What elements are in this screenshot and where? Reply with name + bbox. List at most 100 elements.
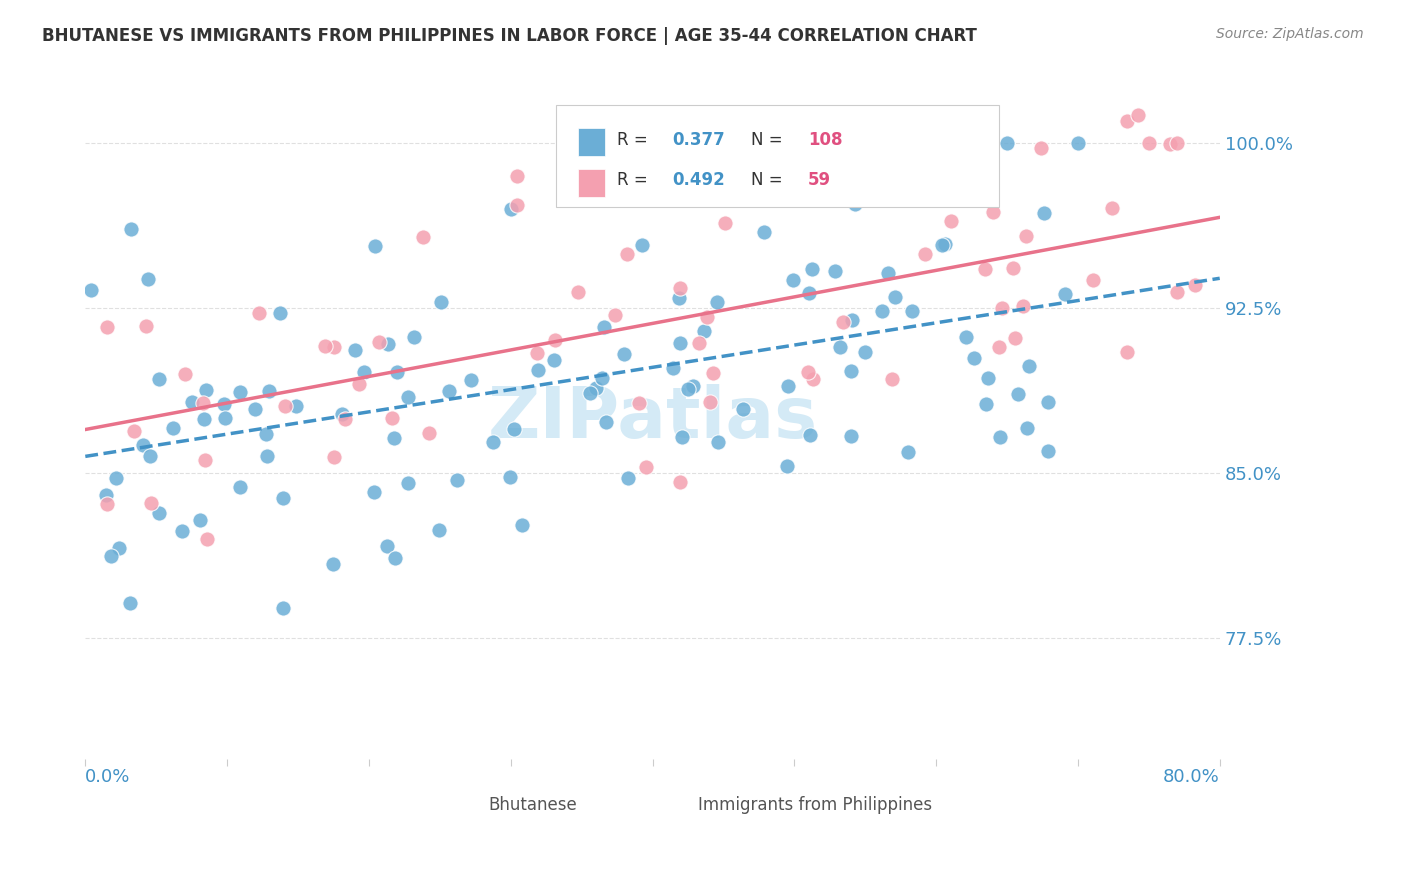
Point	[437, 384, 460, 399]
Point	[671, 430, 693, 444]
Point	[595, 415, 617, 429]
Point	[274, 399, 297, 413]
FancyBboxPatch shape	[578, 169, 605, 197]
Point	[430, 295, 453, 310]
Point	[995, 136, 1018, 151]
Point	[402, 330, 425, 344]
Point	[105, 471, 128, 485]
Point	[100, 549, 122, 564]
Point	[613, 347, 636, 361]
Point	[481, 434, 503, 449]
Point	[782, 273, 804, 287]
Point	[139, 449, 162, 463]
Point	[194, 453, 217, 467]
Point	[668, 281, 690, 295]
Point	[799, 427, 821, 442]
Point	[883, 290, 905, 304]
Point	[1137, 136, 1160, 151]
Point	[122, 424, 145, 438]
Point	[503, 422, 526, 436]
Point	[322, 557, 344, 571]
Point	[429, 523, 451, 537]
Point	[955, 330, 977, 344]
Text: R =: R =	[617, 171, 654, 189]
Point	[593, 319, 616, 334]
Point	[870, 303, 893, 318]
Point	[1029, 141, 1052, 155]
Point	[567, 285, 589, 299]
Point	[1184, 277, 1206, 292]
Point	[796, 365, 818, 379]
Point	[631, 238, 654, 252]
Point	[1018, 359, 1040, 374]
Point	[988, 340, 1011, 354]
Point	[191, 396, 214, 410]
Point	[1128, 108, 1150, 122]
Point	[174, 367, 197, 381]
Point	[914, 246, 936, 260]
Point	[377, 337, 399, 351]
Point	[900, 303, 922, 318]
Point	[962, 351, 984, 365]
Point	[662, 361, 685, 376]
Point	[832, 315, 855, 329]
Point	[706, 294, 728, 309]
Point	[824, 264, 846, 278]
Point	[243, 402, 266, 417]
Point	[613, 136, 636, 151]
Text: Source: ZipAtlas.com: Source: ZipAtlas.com	[1216, 27, 1364, 41]
Point	[375, 540, 398, 554]
Point	[1159, 137, 1181, 152]
Text: Bhutanese: Bhutanese	[488, 797, 576, 814]
Point	[974, 397, 997, 411]
Point	[591, 371, 613, 385]
Point	[1012, 299, 1035, 313]
Point	[135, 318, 157, 333]
Point	[412, 229, 434, 244]
Point	[257, 384, 280, 398]
Point	[108, 541, 131, 555]
Point	[181, 394, 204, 409]
Point	[801, 372, 824, 386]
Point	[585, 381, 607, 395]
FancyBboxPatch shape	[578, 128, 605, 156]
Point	[139, 496, 162, 510]
Point	[839, 364, 862, 378]
Point	[897, 444, 920, 458]
Point	[693, 324, 716, 338]
Point	[939, 214, 962, 228]
Point	[188, 513, 211, 527]
Point	[367, 334, 389, 349]
Point	[322, 340, 344, 354]
Text: N =: N =	[751, 130, 789, 149]
Point	[132, 437, 155, 451]
Point	[754, 225, 776, 239]
Point	[506, 198, 529, 212]
Point	[247, 306, 270, 320]
Text: 108: 108	[808, 130, 842, 149]
Point	[669, 475, 692, 489]
Point	[214, 411, 236, 425]
Point	[387, 365, 409, 379]
Point	[668, 291, 690, 305]
Point	[195, 383, 218, 397]
Point	[499, 470, 522, 484]
Point	[446, 473, 468, 487]
Point	[688, 336, 710, 351]
Text: Immigrants from Philippines: Immigrants from Philippines	[697, 797, 932, 814]
Point	[1166, 136, 1188, 151]
Point	[800, 262, 823, 277]
Point	[841, 313, 863, 327]
Point	[682, 378, 704, 392]
Point	[1032, 206, 1054, 220]
Point	[988, 430, 1011, 444]
Text: 0.377: 0.377	[672, 130, 724, 149]
Point	[269, 306, 291, 320]
Point	[678, 382, 700, 396]
Point	[1017, 420, 1039, 434]
FancyBboxPatch shape	[557, 104, 998, 207]
Point	[731, 402, 754, 417]
Point	[579, 385, 602, 400]
Point	[229, 480, 252, 494]
Text: N =: N =	[751, 171, 789, 189]
